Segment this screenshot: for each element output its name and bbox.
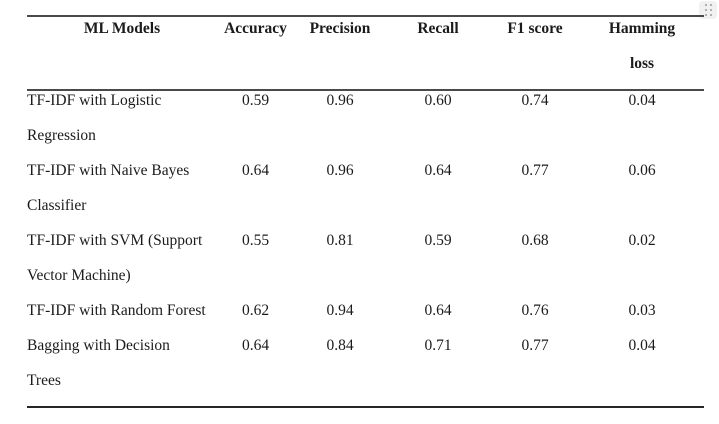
cell-hamming-loss: 0.03: [580, 301, 704, 336]
accuracy-value: 0.55: [241, 232, 270, 249]
cell-f1-score: 0.77: [490, 161, 580, 231]
model-name-line1: TF-IDF with Logistic: [27, 92, 162, 109]
hamming-loss-value: 0.06: [628, 162, 656, 179]
drag-dots-icon: [704, 4, 712, 16]
accuracy-value: 0.59: [241, 92, 270, 109]
table-row: Bagging with Decision Trees 0.64 0.84 0.…: [27, 336, 704, 408]
hamming-loss-value: 0.04: [628, 92, 656, 109]
cell-model-name: TF-IDF with Logistic Regression: [27, 90, 217, 161]
model-name-line1: TF-IDF with SVM (Support: [27, 232, 203, 249]
cell-precision: 0.96: [294, 161, 386, 231]
hamming-loss-value: 0.02: [628, 232, 656, 249]
header-label: Recall: [417, 20, 459, 37]
model-name-line2: Vector Machine): [27, 267, 131, 284]
header-label: Accuracy: [224, 20, 287, 37]
column-header-hamming-loss: Hamming loss: [580, 15, 704, 91]
header-label: Precision: [309, 20, 371, 37]
column-header-precision: Precision: [294, 15, 386, 91]
precision-value: 0.96: [326, 92, 354, 109]
cell-recall: 0.64: [386, 301, 490, 336]
recall-value: 0.60: [424, 92, 452, 109]
cell-model-name: TF-IDF with Random Forest: [27, 301, 217, 336]
header-label: Hamming: [608, 20, 676, 37]
column-header-f1-score: F1 score: [490, 15, 580, 91]
model-name-line1: TF-IDF with Naive Bayes: [27, 162, 190, 179]
recall-value: 0.64: [424, 302, 452, 319]
recall-value: 0.64: [424, 162, 452, 179]
cell-recall: 0.71: [386, 336, 490, 408]
accuracy-value: 0.62: [241, 302, 270, 319]
hamming-loss-value: 0.04: [628, 337, 656, 354]
cell-precision: 0.96: [294, 90, 386, 161]
cell-recall: 0.60: [386, 90, 490, 161]
f1-score-value: 0.77: [521, 162, 549, 179]
cell-accuracy: 0.62: [217, 301, 294, 336]
accuracy-value: 0.64: [241, 337, 270, 354]
recall-value: 0.59: [424, 232, 452, 249]
cell-precision: 0.94: [294, 301, 386, 336]
table-drag-handle[interactable]: [699, 1, 717, 19]
model-name-line2: Regression: [27, 127, 96, 144]
precision-value: 0.81: [326, 232, 354, 249]
column-header-ml-models: ML Models: [27, 15, 217, 91]
cell-accuracy: 0.55: [217, 231, 294, 301]
ml-metrics-table: ML Models Accuracy Precision Recall F1 s…: [27, 15, 704, 408]
cell-hamming-loss: 0.04: [580, 336, 704, 408]
precision-value: 0.96: [326, 162, 354, 179]
hamming-loss-value: 0.03: [628, 302, 656, 319]
cell-f1-score: 0.76: [490, 301, 580, 336]
header-label: ML Models: [83, 20, 161, 37]
cell-hamming-loss: 0.04: [580, 90, 704, 161]
recall-value: 0.71: [424, 337, 452, 354]
model-name-line1: Bagging with Decision: [27, 337, 170, 354]
header-row: ML Models Accuracy Precision Recall F1 s…: [27, 15, 704, 91]
cell-accuracy: 0.64: [217, 336, 294, 408]
f1-score-value: 0.76: [521, 302, 549, 319]
header-label: F1 score: [507, 20, 563, 37]
model-name-line2: Trees: [27, 372, 61, 389]
f1-score-value: 0.74: [521, 92, 549, 109]
precision-value: 0.94: [326, 302, 354, 319]
table-row: TF-IDF with Random Forest 0.62 0.94 0.64…: [27, 301, 704, 336]
column-header-recall: Recall: [386, 15, 490, 91]
cell-recall: 0.64: [386, 161, 490, 231]
cell-hamming-loss: 0.02: [580, 231, 704, 301]
table-row: TF-IDF with Logistic Regression 0.59 0.9…: [27, 90, 704, 161]
cell-precision: 0.81: [294, 231, 386, 301]
cell-recall: 0.59: [386, 231, 490, 301]
cell-precision: 0.84: [294, 336, 386, 408]
precision-value: 0.84: [326, 337, 354, 354]
cell-f1-score: 0.74: [490, 90, 580, 161]
f1-score-value: 0.68: [521, 232, 549, 249]
model-name-line2: Classifier: [27, 197, 87, 214]
cell-f1-score: 0.68: [490, 231, 580, 301]
cell-model-name: TF-IDF with SVM (Support Vector Machine): [27, 231, 217, 301]
cell-accuracy: 0.64: [217, 161, 294, 231]
f1-score-value: 0.77: [521, 337, 549, 354]
cell-f1-score: 0.77: [490, 336, 580, 408]
model-name-line1: TF-IDF with Random Forest: [27, 302, 206, 319]
cell-model-name: TF-IDF with Naive Bayes Classifier: [27, 161, 217, 231]
accuracy-value: 0.64: [241, 162, 270, 179]
cell-model-name: Bagging with Decision Trees: [27, 336, 217, 408]
header-label-line2: loss: [629, 55, 655, 72]
cell-hamming-loss: 0.06: [580, 161, 704, 231]
column-header-accuracy: Accuracy: [217, 15, 294, 91]
table-row: TF-IDF with SVM (Support Vector Machine)…: [27, 231, 704, 301]
cell-accuracy: 0.59: [217, 90, 294, 161]
table-row: TF-IDF with Naive Bayes Classifier 0.64 …: [27, 161, 704, 231]
